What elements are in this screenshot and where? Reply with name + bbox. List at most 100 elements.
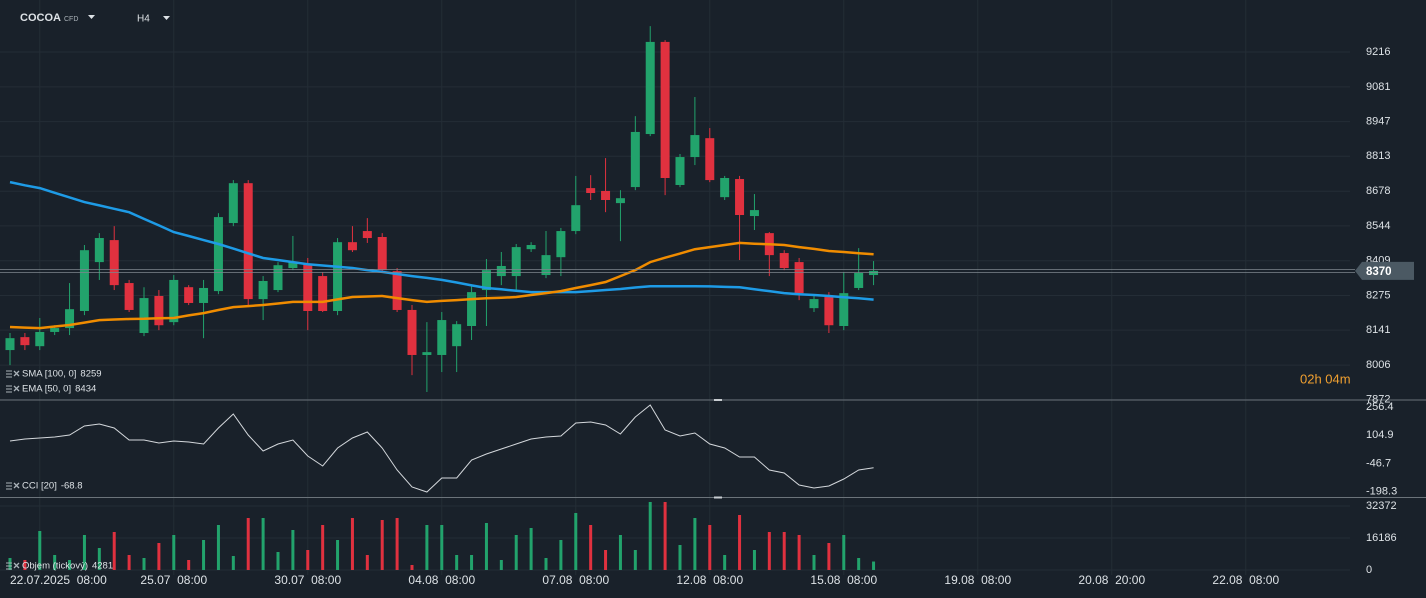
candle-body xyxy=(258,280,268,300)
volume-bar xyxy=(529,527,533,570)
timeframe[interactable]: H4 xyxy=(137,14,150,25)
volume-bar xyxy=(499,559,503,570)
candle-body xyxy=(824,297,834,326)
candle-body xyxy=(809,299,819,309)
volume-bar xyxy=(648,501,652,570)
volume-bar xyxy=(752,549,756,570)
candle-body xyxy=(139,298,149,333)
volume-bar xyxy=(678,544,682,570)
volume-bar xyxy=(246,517,250,570)
volume-bar xyxy=(872,561,876,570)
y-tick-label: 8141 xyxy=(1366,324,1390,336)
legend-remove xyxy=(13,385,20,392)
volume-bar xyxy=(857,557,861,570)
pane-handle[interactable] xyxy=(714,399,722,401)
candle-body xyxy=(571,205,581,232)
volume-bar xyxy=(127,554,131,570)
legend-name: SMA [100, 0] xyxy=(22,369,76,380)
symbol-dropdown[interactable] xyxy=(88,15,95,19)
symbol[interactable]: COCOA xyxy=(20,12,61,24)
candle-body xyxy=(184,287,194,303)
moving-average-line xyxy=(9,180,874,301)
candle-body xyxy=(169,279,179,323)
candle-body xyxy=(869,270,879,276)
legend-value: -68.8 xyxy=(61,481,83,492)
candle-body xyxy=(318,276,328,311)
volume-bar xyxy=(350,517,354,570)
volume-bar xyxy=(336,539,340,570)
volume-bar xyxy=(38,530,42,570)
volume-bar xyxy=(68,559,72,570)
y-tick-label: 8813 xyxy=(1366,150,1390,162)
legend-remove xyxy=(13,562,20,569)
candle-body xyxy=(481,270,491,291)
timeframe-dropdown[interactable] xyxy=(163,16,170,20)
volume-bar xyxy=(82,534,86,570)
candle-body xyxy=(422,352,432,355)
y-tick-label: 9216 xyxy=(1366,46,1390,58)
volume-bar xyxy=(425,524,429,570)
candle-body xyxy=(705,138,715,181)
candle-body xyxy=(407,309,417,355)
volume-bar xyxy=(395,517,399,570)
volume-bar xyxy=(440,524,444,570)
volume-bar xyxy=(514,534,518,570)
candle-body xyxy=(735,179,745,216)
legend-name: Objem (tickový) xyxy=(22,561,88,572)
legend-value: 8434 xyxy=(75,384,96,395)
volume-bar xyxy=(827,542,831,570)
volume-bar xyxy=(112,531,116,570)
legend-value: 8259 xyxy=(80,369,101,380)
candle-body xyxy=(213,217,223,292)
volume-bar xyxy=(8,557,12,570)
volume-bar xyxy=(157,542,161,570)
volume-bar xyxy=(321,524,325,570)
candle-body xyxy=(749,210,759,217)
volume-bar xyxy=(559,539,563,570)
volume-bar xyxy=(455,554,459,570)
legend-name: EMA [50, 0] xyxy=(22,384,71,395)
candle-body xyxy=(20,337,30,346)
candle-body xyxy=(675,157,685,185)
candle-body xyxy=(720,178,730,198)
candle-body xyxy=(109,240,119,286)
candle-body xyxy=(35,331,45,347)
candle-body xyxy=(243,183,253,300)
x-tick-label: 30.07 08:00 xyxy=(274,573,341,587)
volume-bar xyxy=(604,549,608,570)
volume-bar xyxy=(544,557,548,570)
x-tick-label: 07.08 08:00 xyxy=(542,573,609,587)
volume-bar xyxy=(187,559,191,570)
volume-bar xyxy=(812,554,816,570)
candle-body xyxy=(288,262,298,269)
candle-body xyxy=(303,264,313,311)
volume-bar xyxy=(276,551,280,570)
x-tick-label: 12.08 08:00 xyxy=(676,573,743,587)
volume-bar xyxy=(723,554,727,570)
volume-bar xyxy=(97,547,101,570)
legend-remove xyxy=(13,370,20,377)
candle-body xyxy=(526,245,536,250)
legend-remove xyxy=(13,482,20,489)
volume-bar xyxy=(365,554,369,570)
candle-body xyxy=(467,292,477,327)
y-tick-label: -46.7 xyxy=(1366,457,1391,469)
y-tick-label: 16186 xyxy=(1366,532,1397,544)
pane-handle[interactable] xyxy=(714,496,722,499)
volume-bar xyxy=(291,529,295,570)
candle-body xyxy=(690,135,700,158)
x-tick-label: 22.08 08:00 xyxy=(1212,573,1279,587)
y-tick-label: 9081 xyxy=(1366,81,1390,93)
volume-bar xyxy=(484,522,488,570)
candle-body xyxy=(333,242,343,311)
legend-name: CCI [20] xyxy=(22,481,57,492)
candle-body xyxy=(630,131,640,188)
volume-bar xyxy=(782,531,786,570)
y-tick-label: 7872 xyxy=(1366,394,1390,406)
candle-body xyxy=(228,183,238,224)
volume-bar xyxy=(574,512,578,570)
candle-body xyxy=(94,238,104,263)
instrument-type: CFD xyxy=(64,16,78,23)
indicator-line xyxy=(9,404,874,493)
x-tick-label: 25.07 08:00 xyxy=(140,573,207,587)
